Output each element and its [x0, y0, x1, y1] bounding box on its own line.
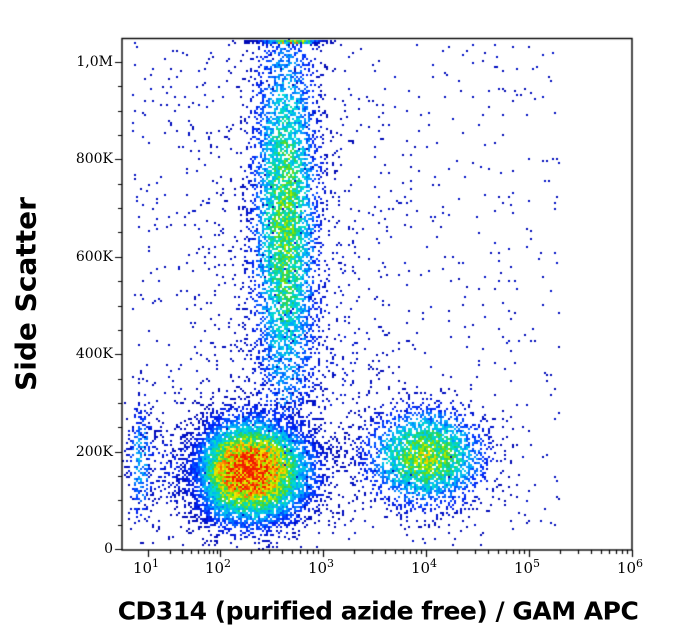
y-tick-label-400K: 400K [75, 346, 113, 363]
y-tick-label-200K: 200K [75, 443, 113, 460]
y-axis-title: Side Scatter [9, 197, 43, 391]
x-tick-label-10e2: 102 [204, 557, 232, 577]
x-tick-label-10e3: 103 [307, 557, 335, 577]
y-tick-label-800K: 800K [75, 151, 113, 168]
x-tick-label-10e6: 106 [616, 557, 644, 577]
y-tick-label-1,0M: 1,0M [76, 54, 113, 70]
y-tick-label-0: 0 [104, 541, 113, 557]
x-axis-title: CD314 (purified azide free) / GAM APC [117, 596, 639, 626]
x-tick-label-10e1: 101 [132, 557, 160, 577]
x-tick-label-10e5: 105 [513, 557, 541, 577]
x-tick-label-10e4: 104 [410, 557, 438, 577]
y-tick-label-600K: 600K [75, 248, 113, 265]
